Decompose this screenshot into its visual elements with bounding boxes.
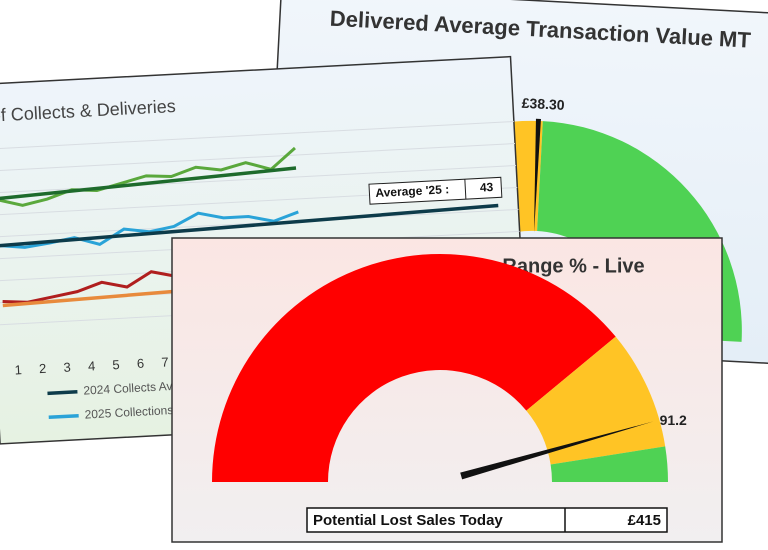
- average-label: Average '25 :: [375, 182, 449, 200]
- average-box: [368, 176, 503, 205]
- x-tick-label: 3: [63, 360, 71, 375]
- x-tick-label: 2: [39, 361, 47, 376]
- core-range-panel: Core Range % - Live Potential Lost Sales…: [171, 237, 723, 543]
- gauge-band: [212, 254, 616, 482]
- x-tick-label: 1: [14, 362, 22, 377]
- trend-line: [0, 166, 297, 201]
- gauge-value-label: £38.30: [521, 95, 565, 113]
- gauge-needle: [460, 421, 654, 480]
- gauge-band: [526, 336, 666, 465]
- x-tick-label: 4: [88, 358, 96, 373]
- average-value: 43: [480, 180, 494, 195]
- x-tick-label: 6: [137, 356, 145, 371]
- gauge-band: [550, 446, 668, 482]
- series-line: [2, 270, 177, 304]
- x-tick-label: 5: [112, 357, 120, 372]
- lost-sales-table: [306, 507, 668, 533]
- lost-sales-label: Potential Lost Sales Today: [313, 512, 503, 529]
- legend-swatch: [48, 413, 79, 420]
- legend-label: 2024 Collects Av: [83, 379, 173, 398]
- x-tick-label: 7: [161, 354, 169, 369]
- lost-sales-value: £415: [628, 512, 661, 529]
- legend-label: 2025 Collections: [84, 403, 173, 422]
- average-divider: [464, 179, 467, 200]
- series-line: [0, 146, 296, 207]
- trend-line: [0, 203, 499, 248]
- trend-line: [2, 287, 203, 308]
- gauge-needle: [533, 118, 541, 233]
- gauge-value-label: 91.2: [660, 412, 687, 428]
- legend-swatch: [47, 390, 78, 396]
